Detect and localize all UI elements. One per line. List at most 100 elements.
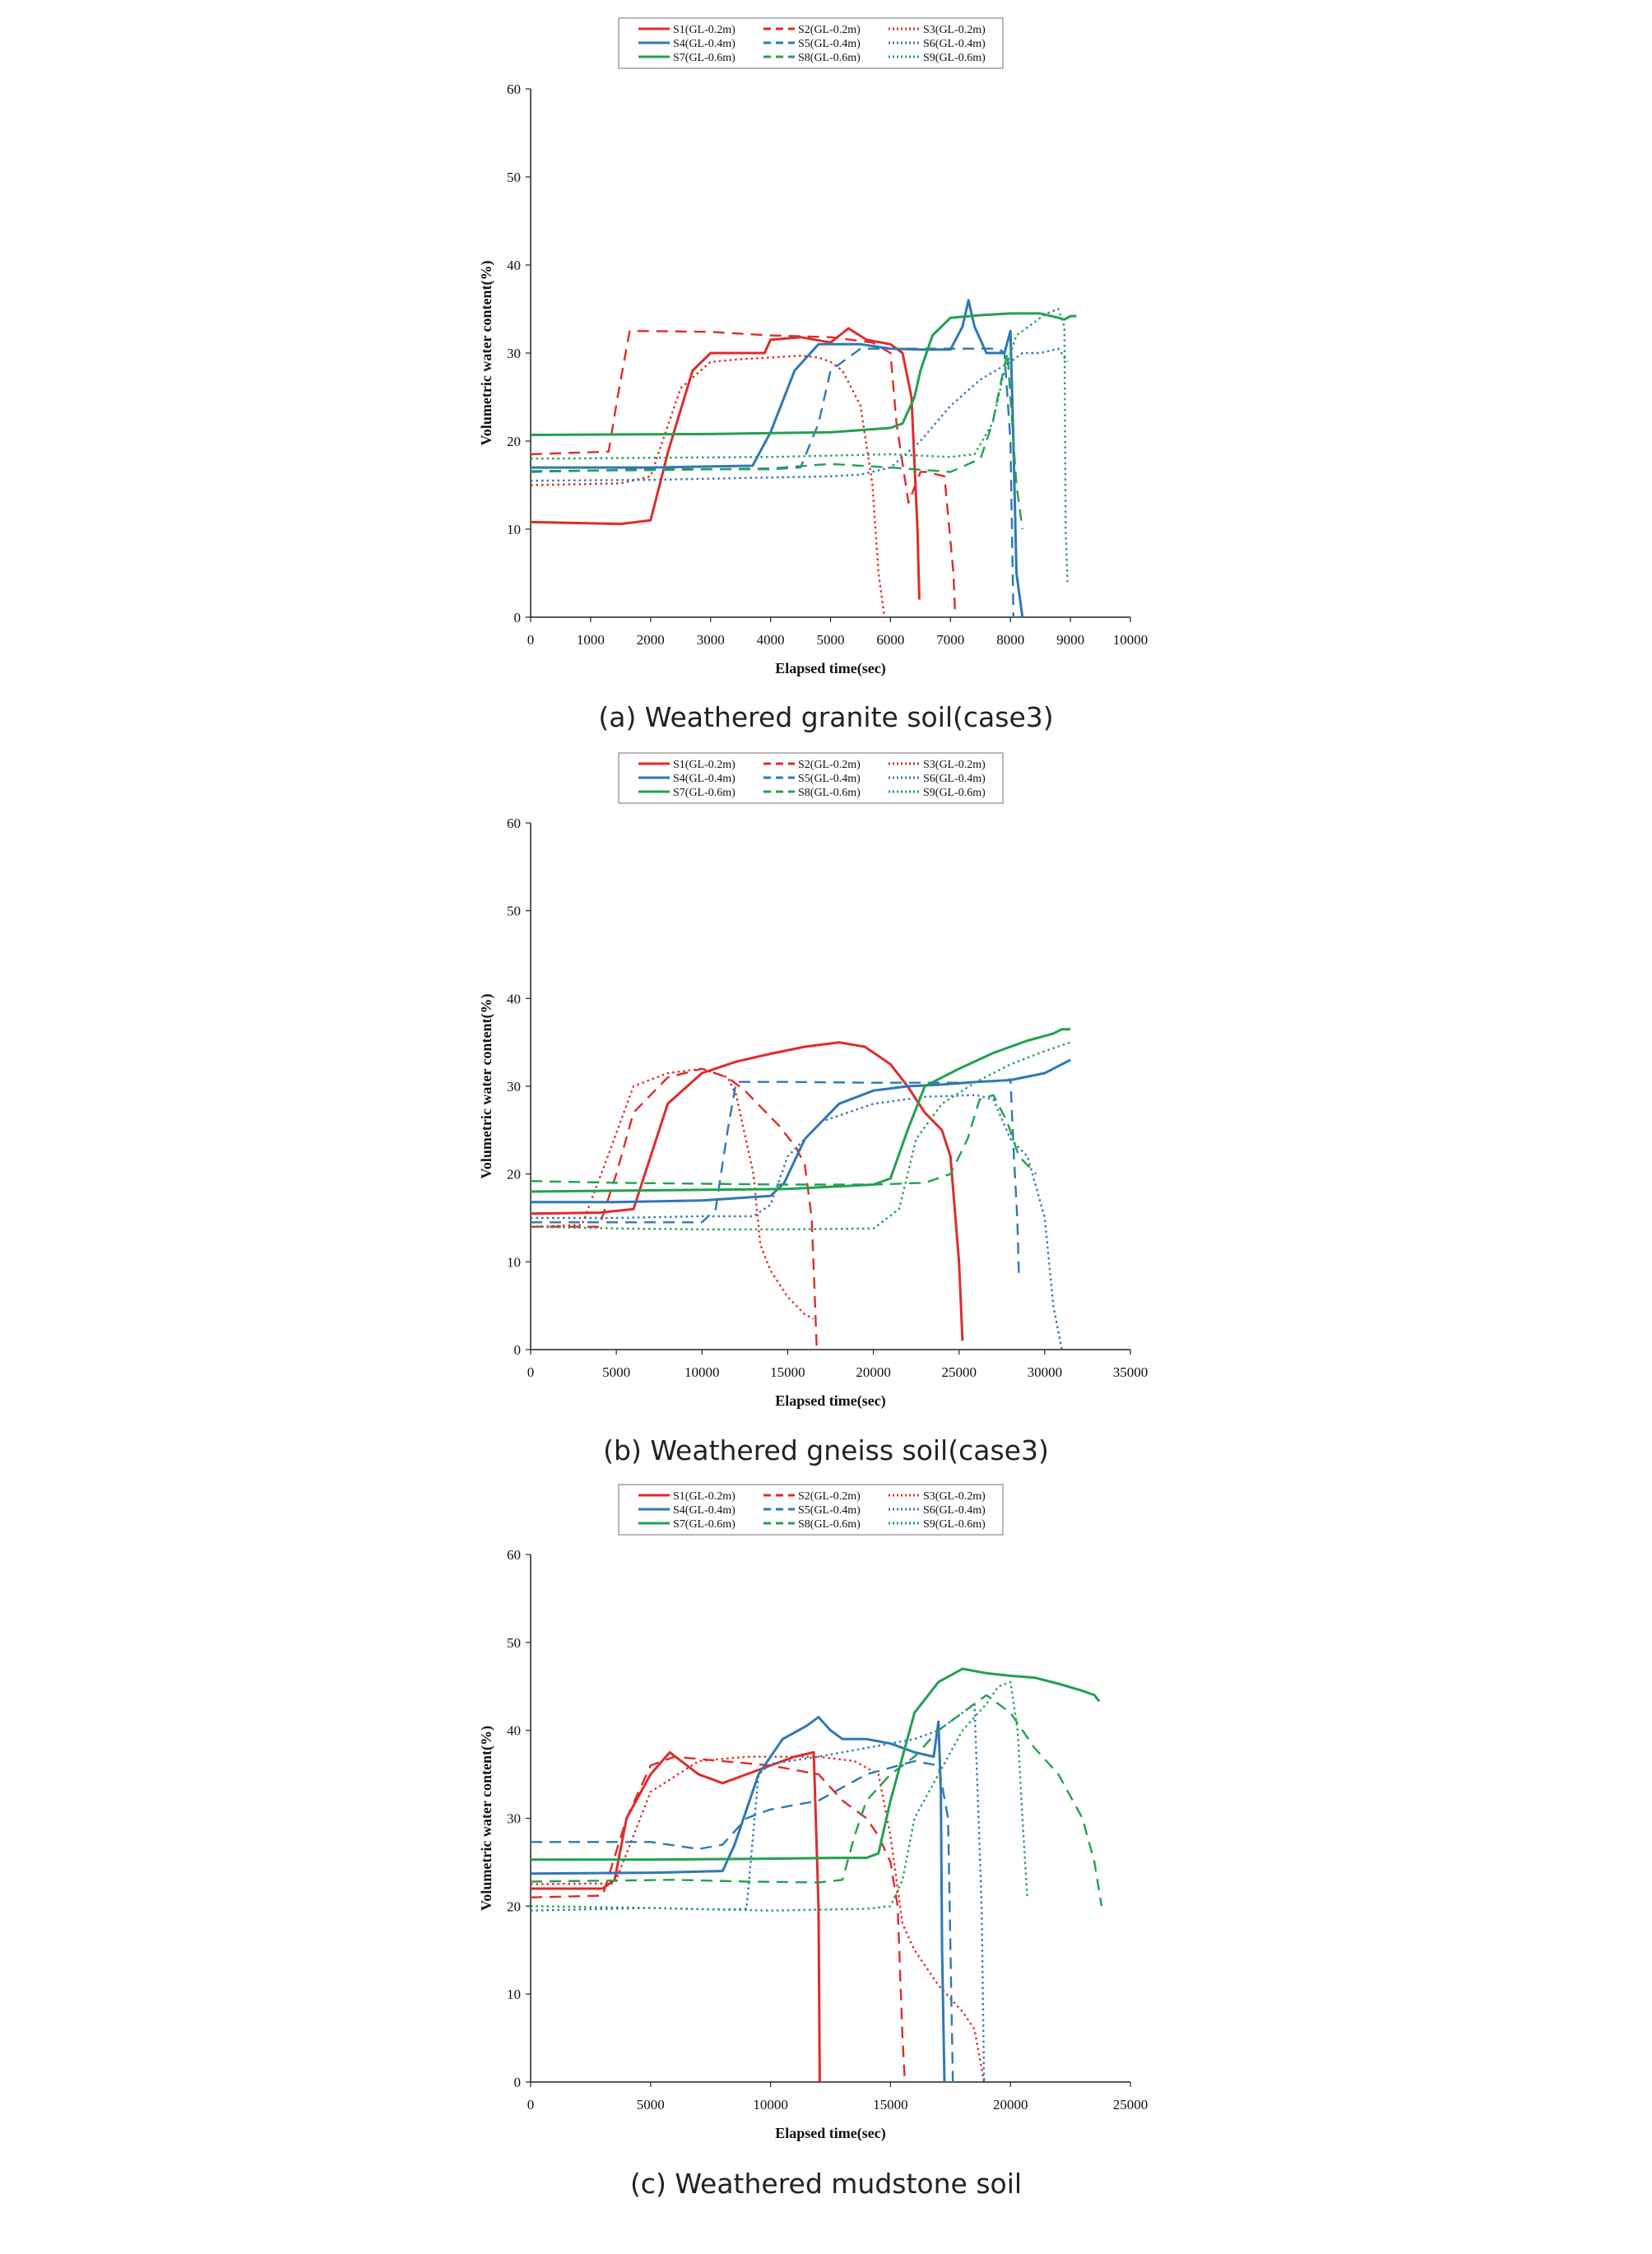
legend-label-s4: S4(GL-0.4m)	[673, 773, 736, 785]
legend-label-s9: S9(GL-0.6m)	[923, 52, 986, 64]
legend-label-s8: S8(GL-0.6m)	[798, 52, 861, 64]
panel-caption: (a) Weathered granite soil(case3)	[598, 701, 1053, 733]
x-tick-label: 0	[527, 2097, 535, 2112]
legend-label-s2: S2(GL-0.2m)	[798, 759, 861, 771]
x-tick-label: 25000	[1113, 2097, 1149, 2112]
x-tick-label: 20000	[993, 2097, 1028, 2112]
x-tick-label: 10000	[753, 2097, 788, 2112]
legend-label-s6: S6(GL-0.4m)	[923, 38, 986, 50]
x-tick-label: 35000	[1113, 1364, 1149, 1380]
x-tick-label: 0	[527, 632, 535, 648]
y-tick-label: 30	[507, 346, 521, 361]
legend-box	[618, 1484, 1004, 1536]
x-tick-label: 10000	[684, 1364, 720, 1380]
x-tick-label: 2000	[637, 632, 665, 648]
y-axis-label: Volumetric water content(%)	[478, 994, 495, 1179]
x-axis-label: Elapsed time(sec)	[775, 660, 885, 677]
series-line-s3	[530, 1067, 814, 1320]
y-tick-label: 40	[507, 1723, 521, 1739]
x-tick-label: 8000	[996, 632, 1024, 648]
series-line-s2	[531, 1067, 818, 1350]
x-tick-label: 20000	[856, 1364, 891, 1380]
x-tick-label: 30000	[1028, 1364, 1063, 1380]
y-tick-label: 10	[507, 522, 521, 537]
series-line-s5	[531, 1759, 954, 2083]
series-line-s4	[530, 1716, 946, 2083]
panel-caption: (b) Weathered gneiss soil(case3)	[603, 1434, 1049, 1466]
panel-a: 0 10 20 30 40 50 60 0 1000 2000 3000 4000 5000 6000 70…	[478, 17, 1149, 733]
legend-label-s4: S4(GL-0.4m)	[673, 38, 736, 50]
legend-label-s5: S5(GL-0.4m)	[798, 773, 861, 785]
y-tick-label: 60	[507, 81, 521, 97]
x-tick-label: 5000	[602, 1364, 630, 1380]
x-tick-label: 1000	[577, 632, 605, 648]
x-tick-label: 15000	[873, 2097, 908, 2112]
series-line-s8	[530, 1694, 1103, 1907]
series-line-s3	[530, 355, 886, 618]
series-line-s9	[530, 1680, 1028, 1912]
series-line-s1	[530, 1041, 964, 1341]
series-line-s2	[530, 330, 957, 618]
x-axis-label: Elapsed time(sec)	[775, 2125, 885, 2142]
y-axis-label: Volumetric water content(%)	[478, 261, 495, 446]
legend-label-s2: S2(GL-0.2m)	[798, 1490, 861, 1503]
y-tick-label: 50	[507, 1635, 521, 1651]
legend-label-s9: S9(GL-0.6m)	[923, 787, 986, 799]
series-line-s6	[531, 1094, 1063, 1350]
x-tick-label: 0	[527, 1364, 535, 1380]
series-line-s8	[530, 351, 1023, 530]
series-line-s5	[530, 347, 1014, 618]
series-line-s1	[530, 327, 921, 600]
series-line-s9	[530, 1041, 1071, 1231]
legend-label-s4: S4(GL-0.4m)	[673, 1504, 736, 1517]
x-axis-label: Elapsed time(sec)	[775, 1392, 885, 1410]
series-line-s4	[531, 1058, 1071, 1204]
y-tick-label: 10	[507, 1987, 521, 2002]
legend-label-s5: S5(GL-0.4m)	[798, 1504, 861, 1517]
x-tick-label: 10000	[1113, 632, 1149, 648]
x-tick-label: 4000	[757, 632, 785, 648]
legend-label-s8: S8(GL-0.6m)	[798, 787, 861, 799]
y-tick-label: 50	[507, 904, 521, 919]
series-line-s7	[531, 1667, 1101, 1861]
y-tick-label: 30	[507, 1079, 521, 1094]
x-tick-label: 5000	[637, 2097, 665, 2112]
legend-label-s9: S9(GL-0.6m)	[923, 1518, 986, 1531]
legend-label-s1: S1(GL-0.2m)	[673, 759, 736, 771]
legend-label-s6: S6(GL-0.4m)	[923, 773, 986, 785]
legend-label-s1: S1(GL-0.2m)	[673, 24, 736, 36]
series-line-s5	[531, 1078, 1020, 1280]
legend-box	[618, 17, 1004, 69]
legend-label-s3: S3(GL-0.2m)	[923, 24, 986, 36]
y-tick-label: 20	[507, 1898, 521, 1914]
series-line-s6	[530, 347, 1069, 482]
y-tick-label: 20	[507, 434, 521, 449]
panel-b: 0 10 20 30 40 50 60 0 5000 10000 15000 20000 25000 30…	[478, 752, 1149, 1466]
legend-label-s6: S6(GL-0.4m)	[923, 1504, 986, 1517]
y-tick-label: 60	[507, 1547, 521, 1563]
x-tick-label: 15000	[770, 1364, 805, 1380]
legend-label-s7: S7(GL-0.6m)	[673, 787, 736, 799]
y-tick-label: 30	[507, 1811, 521, 1827]
x-tick-label: 5000	[817, 632, 845, 648]
y-axis-label: Volumetric water content(%)	[478, 1726, 495, 1911]
panel-caption: (c) Weathered mudstone soil	[630, 2168, 1022, 2200]
series-line-s1	[531, 1750, 821, 2083]
series-line-s9	[530, 308, 1069, 583]
x-tick-label: 25000	[941, 1364, 977, 1380]
legend-label-s7: S7(GL-0.6m)	[673, 52, 736, 64]
series-line-s7	[530, 1028, 1071, 1193]
y-tick-label: 60	[507, 816, 521, 831]
y-tick-label: 20	[507, 1167, 521, 1183]
legend-label-s5: S5(GL-0.4m)	[798, 38, 861, 50]
x-tick-label: 9000	[1056, 632, 1084, 648]
x-tick-label: 6000	[876, 632, 904, 648]
series-line-s3	[530, 1755, 986, 2083]
series-line-s6	[530, 1703, 986, 2083]
legend-label-s8: S8(GL-0.6m)	[798, 1518, 861, 1531]
legend-box	[618, 752, 1004, 804]
legend-label-s3: S3(GL-0.2m)	[923, 1490, 986, 1503]
legend-label-s1: S1(GL-0.2m)	[673, 1490, 736, 1503]
series-line-s2	[530, 1755, 907, 2083]
